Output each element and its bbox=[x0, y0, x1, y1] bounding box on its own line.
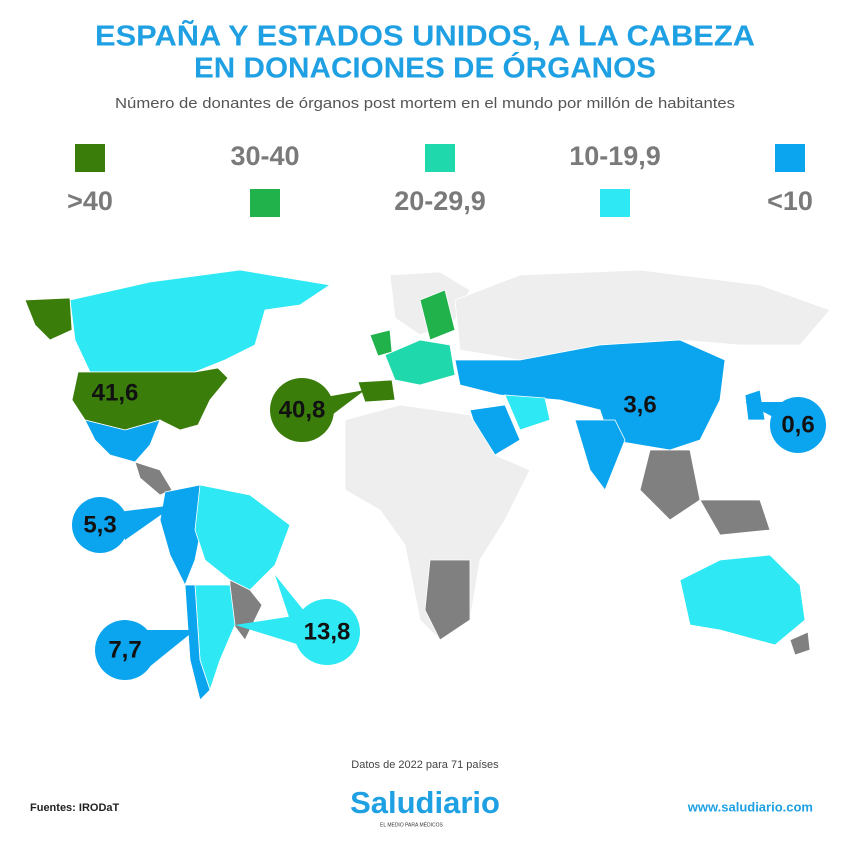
callout-bubble bbox=[72, 497, 128, 553]
canada bbox=[69, 269, 332, 373]
legend-label: 30-40 bbox=[230, 141, 299, 171]
legend-swatch bbox=[425, 144, 455, 172]
legend-label: 20-29,9 bbox=[394, 186, 486, 216]
iran bbox=[504, 394, 551, 431]
callout-value: 5,3 bbox=[83, 511, 116, 538]
nordics bbox=[419, 289, 456, 341]
central-europe bbox=[384, 339, 456, 386]
callout-value: 7,7 bbox=[108, 636, 141, 663]
brand-tagline: EL MEDIO PARA MÉDICOS bbox=[380, 821, 443, 828]
africa bbox=[344, 404, 531, 641]
india bbox=[574, 419, 626, 491]
southeast-asia bbox=[639, 449, 701, 521]
usa bbox=[71, 367, 229, 431]
russia bbox=[454, 269, 831, 361]
callout-bubble bbox=[95, 620, 155, 680]
callout-pointer bbox=[118, 505, 175, 540]
legend-swatch bbox=[75, 144, 105, 172]
southern-africa bbox=[424, 559, 471, 641]
callout-bubble bbox=[294, 599, 360, 665]
title-line: ESPAÑA Y ESTADOS UNIDOS, A LA CABEZA bbox=[95, 19, 755, 53]
legend-label: >40 bbox=[67, 186, 113, 216]
new-zealand bbox=[789, 631, 811, 656]
legend-swatch bbox=[250, 189, 280, 217]
chile bbox=[184, 584, 211, 701]
callout-value: 41,6 bbox=[92, 379, 139, 406]
brand-logo: Saludiario bbox=[350, 785, 500, 820]
title-line: EN DONACIONES DE ÓRGANOS bbox=[194, 51, 656, 85]
legend-swatch bbox=[600, 189, 630, 217]
mexico bbox=[84, 419, 161, 463]
callout-value: 0,6 bbox=[781, 411, 814, 438]
callout-bubble bbox=[770, 397, 826, 453]
callout-value: 13,8 bbox=[304, 618, 351, 645]
legend-label: <10 bbox=[767, 186, 813, 216]
australia bbox=[679, 554, 806, 646]
subtitle: Número de donantes de órganos post morte… bbox=[115, 95, 735, 112]
alaska bbox=[24, 297, 73, 341]
website: www.saludiario.com bbox=[687, 799, 813, 814]
callout-bubble bbox=[270, 378, 334, 442]
legend-label: 10-19,9 bbox=[569, 141, 661, 171]
spain bbox=[357, 379, 396, 403]
footnote: Datos de 2022 para 71 países bbox=[351, 759, 499, 771]
legend-swatch bbox=[775, 144, 805, 172]
sources: Fuentes: IRODaT bbox=[30, 802, 120, 814]
indonesia bbox=[699, 499, 771, 536]
callout-pointer bbox=[235, 615, 300, 645]
callout-value: 3,6 bbox=[623, 391, 656, 418]
world-map bbox=[24, 269, 831, 701]
callout-value: 40,8 bbox=[279, 396, 326, 423]
